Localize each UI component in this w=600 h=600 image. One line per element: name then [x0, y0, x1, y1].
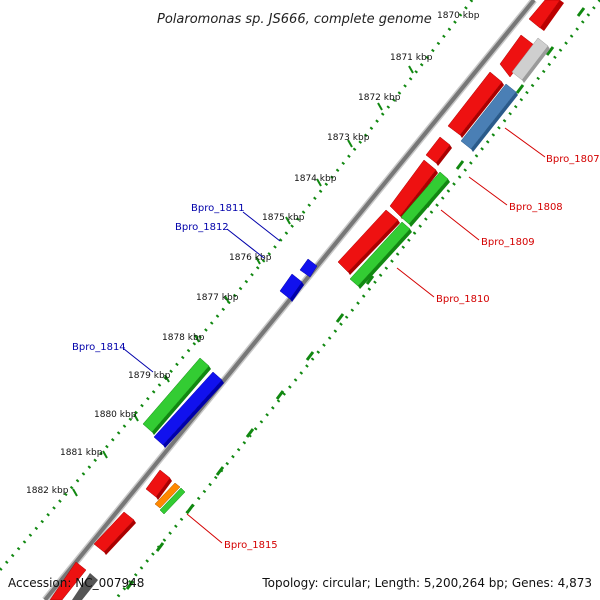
gene-label-bpro-1810[interactable]: Bpro_1810	[436, 294, 490, 305]
tick-label-1881: 1881 kbp	[60, 448, 103, 458]
label-leaders	[123, 127, 546, 544]
gene-feature-bpro-1810-red[interactable]	[337, 209, 400, 275]
gene-feature-bpro-1810[interactable]	[349, 221, 412, 289]
kbp-tick-marks	[72, 65, 414, 497]
tick-label-1875: 1875 kbp	[262, 213, 305, 223]
gene-feature-bpro-1815[interactable]	[154, 482, 181, 509]
tick-label-1870: 1870 kbp	[437, 11, 480, 21]
tick-label-1879: 1879 kbp	[128, 371, 171, 381]
tick-label-1873: 1873 kbp	[327, 133, 370, 143]
gene-feature-red-lower[interactable]	[93, 511, 136, 555]
gene-label-bpro-1809[interactable]: Bpro_1809	[481, 237, 535, 248]
gene-feature-bpro-1809-red[interactable]	[389, 159, 438, 219]
genome-summary-text: Topology: circular; Length: 5,200,264 bp…	[261, 576, 592, 590]
gene-feature-top-red[interactable]	[528, 0, 564, 31]
gene-label-bpro-1812[interactable]: Bpro_1812	[175, 222, 229, 233]
gene-feature-bpro-1807-red[interactable]	[447, 71, 504, 138]
gene-feature-bpro-1807[interactable]	[460, 83, 518, 152]
gene-feature-red-1815-pre[interactable]	[145, 469, 172, 500]
gene-feature-gray[interactable]	[511, 37, 550, 83]
tick-label-1882: 1882 kbp	[26, 486, 69, 496]
gene-label-bpro-1815[interactable]: Bpro_1815	[224, 540, 278, 551]
gene-label-bpro-1807[interactable]: Bpro_1807	[546, 154, 600, 165]
gene-feature-bpro-1808[interactable]	[425, 136, 452, 166]
tick-label-1876: 1876 kbp	[229, 253, 272, 263]
gene-label-bpro-1808[interactable]: Bpro_1808	[509, 202, 563, 213]
gene-feature-blue-1813[interactable]	[153, 371, 224, 448]
gene-feature-bpro-1811[interactable]	[299, 258, 318, 278]
tick-label-1878: 1878 kbp	[162, 333, 205, 343]
gene-feature-red-1871[interactable]	[499, 34, 535, 78]
gene-feature-bpro-1814[interactable]	[142, 357, 211, 435]
genome-title: Polaromonas sp. JS666, complete genome	[157, 12, 432, 27]
tick-label-1880: 1880 kbp	[94, 410, 137, 420]
tick-label-1877: 1877 kbp	[196, 293, 239, 303]
gene-feature-bpro-1815-green[interactable]	[159, 487, 186, 515]
tick-label-1874: 1874 kbp	[294, 174, 337, 184]
gene-feature-bpro-1812[interactable]	[279, 273, 304, 302]
gene-feature-bpro-1809[interactable]	[400, 171, 450, 227]
tick-label-1871: 1871 kbp	[390, 53, 433, 63]
gene-feature-red-bottom[interactable]	[49, 561, 87, 600]
gene-feature-gray-bottom[interactable]	[72, 573, 98, 600]
gene-label-bpro-1814[interactable]: Bpro_1814	[72, 342, 126, 353]
inner-tick-ring	[0, 0, 474, 571]
tick-label-1872: 1872 kbp	[358, 93, 401, 103]
gene-label-bpro-1811[interactable]: Bpro_1811	[191, 203, 245, 214]
accession-text: Accession: NC_007948	[8, 576, 144, 590]
